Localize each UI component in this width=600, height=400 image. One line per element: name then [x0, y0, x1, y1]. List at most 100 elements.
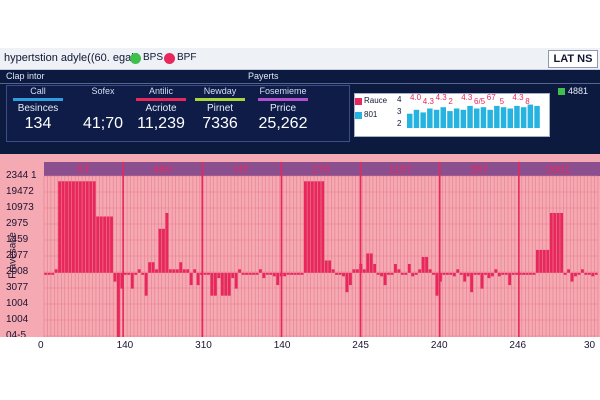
bar — [245, 272, 248, 275]
bar — [172, 269, 176, 273]
mini-data-label: 4.3 — [512, 93, 524, 102]
y-tick-label: 3077 — [6, 282, 29, 293]
x-axis: 0 140 310 140 245 240 246 30 — [0, 337, 600, 353]
bar — [58, 181, 62, 273]
bar — [148, 262, 152, 273]
bar — [317, 181, 321, 273]
column-label: 267 — [470, 164, 488, 176]
bar — [127, 272, 131, 275]
bar — [425, 256, 429, 273]
mini-bar — [514, 105, 520, 128]
bar — [179, 262, 183, 273]
bar — [207, 272, 210, 275]
bar — [314, 181, 318, 273]
stat-card[interactable]: Fosemieme Prrice 25,262 — [247, 86, 319, 133]
bar — [175, 269, 179, 273]
bar — [387, 272, 390, 275]
mini-bar — [427, 108, 433, 128]
bar — [252, 272, 255, 275]
bar — [587, 272, 591, 275]
bar — [283, 272, 287, 277]
bar — [331, 269, 335, 273]
y-tick-label: 2008 — [6, 266, 29, 277]
bar — [542, 249, 546, 273]
bar — [165, 212, 169, 273]
mini-legend-swatch — [355, 98, 362, 105]
bar — [355, 269, 359, 273]
mini-bar — [407, 113, 413, 128]
bar — [186, 269, 190, 273]
mini-value-badge: 4881 — [554, 85, 598, 99]
x-tick-label: 240 — [430, 340, 448, 351]
bar — [137, 269, 141, 273]
bar — [144, 272, 148, 296]
bar — [231, 272, 235, 279]
bar — [366, 253, 370, 273]
mini-data-label: 6/5 — [474, 97, 486, 106]
bar — [262, 272, 266, 279]
mini-data-label: 2 — [448, 97, 453, 106]
bar — [303, 181, 307, 273]
mini-data-label: 5 — [500, 97, 505, 106]
bar — [155, 269, 158, 273]
column-label: 5T — [77, 164, 90, 176]
bpf-legend-label: BPF — [177, 52, 197, 63]
stat-card[interactable]: Newday Pirnet 7336 — [189, 86, 251, 133]
bar — [352, 269, 356, 273]
live-button[interactable]: LAT NS — [548, 50, 598, 68]
bar — [265, 272, 269, 275]
bar — [546, 249, 550, 273]
main-chart[interactable]: 5T 49V HT 275 1157 267 2001 2344 1 19472 10973 29… — [0, 154, 600, 352]
stat-value: 25,262 — [258, 115, 308, 132]
mini-value-swatch — [558, 88, 565, 95]
bar — [123, 272, 127, 275]
mini-bar — [453, 108, 460, 128]
x-tick-label: 30 — [584, 340, 596, 351]
y-tick-label: 1004 — [6, 298, 29, 309]
bar — [99, 216, 103, 273]
bar — [594, 272, 598, 275]
x-tick-label: 0 — [38, 340, 44, 351]
bar — [418, 269, 422, 273]
bar — [383, 272, 387, 286]
y-tick-label: 2077 — [6, 250, 29, 261]
bar — [290, 272, 293, 275]
bar — [570, 272, 574, 282]
bar — [515, 272, 519, 275]
mini-bar — [440, 107, 446, 128]
bar — [411, 272, 415, 277]
bar — [342, 272, 345, 277]
bar — [428, 269, 432, 273]
bar — [567, 269, 570, 273]
bar — [224, 272, 228, 296]
bar — [324, 260, 328, 273]
bar — [89, 181, 93, 273]
y-tick-label: 2344 1 — [6, 170, 37, 181]
bar — [369, 253, 373, 273]
bar — [435, 272, 439, 296]
stat-heading: Call — [30, 86, 46, 96]
mini-y-tick: 3 — [397, 107, 402, 116]
bar — [345, 272, 349, 293]
y-tick-label: 1004 — [6, 314, 29, 325]
stat-card[interactable]: Antilic Acriote 11,239 — [123, 86, 199, 133]
bar — [445, 272, 449, 275]
mini-legend-label: Rauce — [364, 96, 388, 105]
mini-bar — [474, 108, 480, 128]
mini-bar — [527, 104, 534, 128]
y-tick-label: 1459 — [6, 234, 29, 245]
bar — [75, 181, 79, 273]
bar — [269, 272, 273, 275]
stat-value: 134 — [24, 115, 52, 132]
bar — [203, 272, 207, 275]
bar — [452, 272, 456, 277]
bar — [466, 272, 470, 277]
bar — [539, 249, 543, 273]
bar — [92, 181, 96, 273]
bar — [404, 272, 408, 275]
stat-card[interactable]: Call Besinces 134 — [9, 86, 67, 133]
stat-card[interactable]: Sofex 41;70 — [71, 86, 135, 133]
stat-heading: Sofex — [91, 86, 115, 96]
bar — [432, 272, 435, 275]
bar — [532, 272, 536, 275]
